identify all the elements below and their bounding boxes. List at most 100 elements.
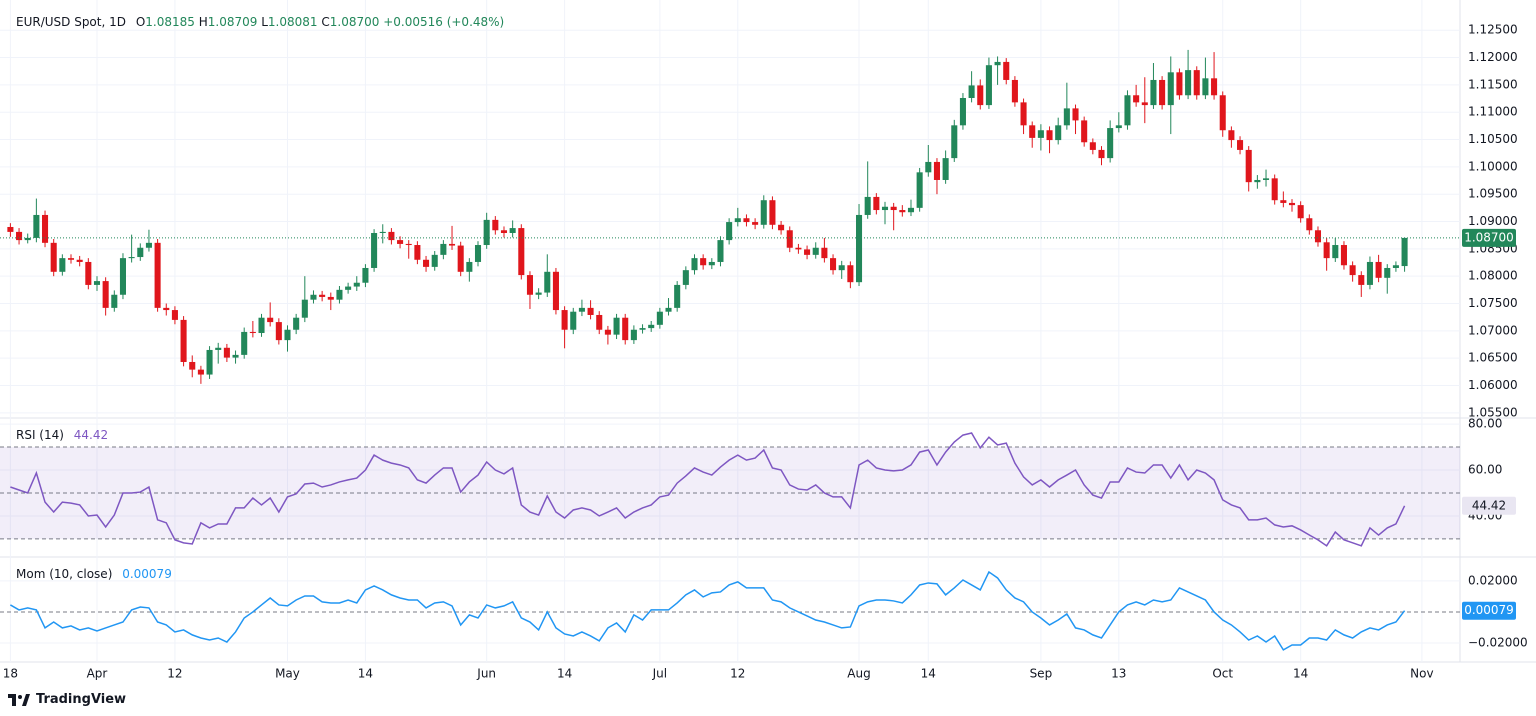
candle-body: [1107, 128, 1114, 159]
candle-body: [1262, 178, 1270, 180]
y-tick-label: 1.12500: [1468, 23, 1518, 37]
candle-body: [691, 258, 698, 271]
candle-body: [1003, 61, 1010, 80]
ohlc-value: 1.08081: [267, 15, 318, 29]
y-tick-label: 1.07000: [1468, 323, 1518, 337]
candle-body: [1280, 200, 1287, 203]
candle-body: [189, 361, 196, 370]
y-tick-label: 1.12000: [1468, 50, 1518, 64]
candle-body: [1133, 95, 1140, 103]
rsi-title: RSI (14): [16, 428, 64, 442]
last-price-box: [1462, 228, 1516, 247]
brand[interactable]: TradingView: [36, 692, 127, 707]
candle-body: [93, 281, 101, 285]
ohlc-value: 1.08709: [207, 15, 258, 29]
candle-body: [431, 254, 438, 267]
candle-body: [769, 200, 776, 225]
candle-body: [232, 354, 239, 358]
candle-body: [881, 206, 889, 211]
candle-body: [371, 232, 378, 268]
candle-body: [985, 65, 992, 106]
y-tick-label: 1.05500: [1468, 405, 1518, 419]
candle-body: [907, 207, 915, 213]
candle-body: [1055, 125, 1062, 141]
last-value-label: 44.42: [1472, 498, 1506, 512]
candle-body: [665, 307, 672, 312]
candle-body: [1237, 140, 1244, 150]
candle-body: [552, 271, 559, 311]
mom-title: Mom (10, close): [16, 567, 113, 581]
x-tick-label: Jul: [652, 667, 667, 681]
candle-body: [275, 322, 282, 341]
candle-body: [518, 228, 525, 276]
candle-body: [24, 237, 31, 241]
ohlc-value: 1.08700: [329, 15, 380, 29]
candle-body: [630, 329, 637, 341]
candle-body: [1245, 149, 1252, 183]
last-value-box: [1462, 496, 1516, 515]
symbol-header: EUR/USD Spot, 1D O1.08185 H1.08709 L1.08…: [16, 15, 504, 29]
x-tick-label: 14: [921, 667, 936, 681]
y-tick-label: −0.02000: [1468, 635, 1528, 649]
x-tick-label: Sep: [1030, 667, 1053, 681]
candle-body: [405, 243, 412, 246]
indicator-line: [10, 432, 1406, 547]
candle-body: [778, 224, 785, 231]
ohlc-key: O: [135, 15, 146, 29]
candle-body: [388, 231, 395, 241]
candle-body: [925, 161, 932, 173]
candle-body: [855, 214, 863, 283]
candle-body: [977, 85, 984, 106]
candle-body: [440, 243, 447, 255]
ohlc-key: L: [261, 15, 268, 29]
candle-body: [830, 258, 837, 271]
candle-body: [353, 282, 360, 287]
candle-body: [206, 349, 213, 375]
candle-body: [959, 97, 966, 126]
candle-body: [1271, 178, 1278, 201]
candle-body: [1141, 102, 1148, 106]
candle-body: [1366, 261, 1373, 285]
y-tick-label: 1.11500: [1468, 77, 1518, 91]
candle-body: [197, 369, 204, 375]
y-tick-label: 1.08000: [1468, 269, 1518, 283]
candle-body: [1098, 149, 1105, 159]
candle-body: [76, 259, 83, 262]
candle-body: [639, 328, 646, 330]
candle-body: [1029, 125, 1036, 138]
candle-body: [249, 331, 256, 334]
ohlc-key: H: [198, 15, 208, 29]
candle-body: [1401, 237, 1408, 267]
candle-body: [1115, 125, 1122, 129]
candle-body: [933, 161, 940, 180]
footer: TradingView: [8, 692, 126, 707]
last-value-label: 0.00079: [1464, 603, 1514, 617]
candle-body: [1306, 218, 1313, 231]
y-tick-label: 0.02000: [1468, 573, 1518, 587]
ohlc-value: 1.08185: [145, 15, 195, 29]
candle-body: [128, 257, 135, 259]
candle-body: [890, 206, 897, 211]
candle-body: [1176, 72, 1183, 96]
x-tick-label: Jun: [476, 667, 496, 681]
candle-body: [1228, 130, 1235, 141]
last-value-box: [1462, 601, 1516, 620]
candle-body: [50, 242, 57, 272]
candle-body: [648, 324, 655, 329]
y-tick-label: 1.06500: [1468, 351, 1518, 365]
candle-body: [1167, 72, 1174, 106]
candle-body: [500, 230, 508, 233]
candle-body: [873, 196, 880, 211]
candle-body: [1358, 275, 1365, 285]
candle-body: [163, 307, 170, 311]
candle-body: [423, 259, 430, 267]
ohlc-key: C: [321, 15, 330, 29]
candle-body: [1124, 95, 1131, 126]
candle-body: [474, 245, 482, 262]
candle-body: [41, 214, 49, 243]
candle-body: [1349, 265, 1356, 276]
candle-body: [414, 245, 421, 260]
mom-legend: Mom (10, close) 0.00079: [16, 567, 172, 581]
y-tick-label: 1.06000: [1468, 378, 1518, 392]
candle-body: [734, 218, 741, 223]
